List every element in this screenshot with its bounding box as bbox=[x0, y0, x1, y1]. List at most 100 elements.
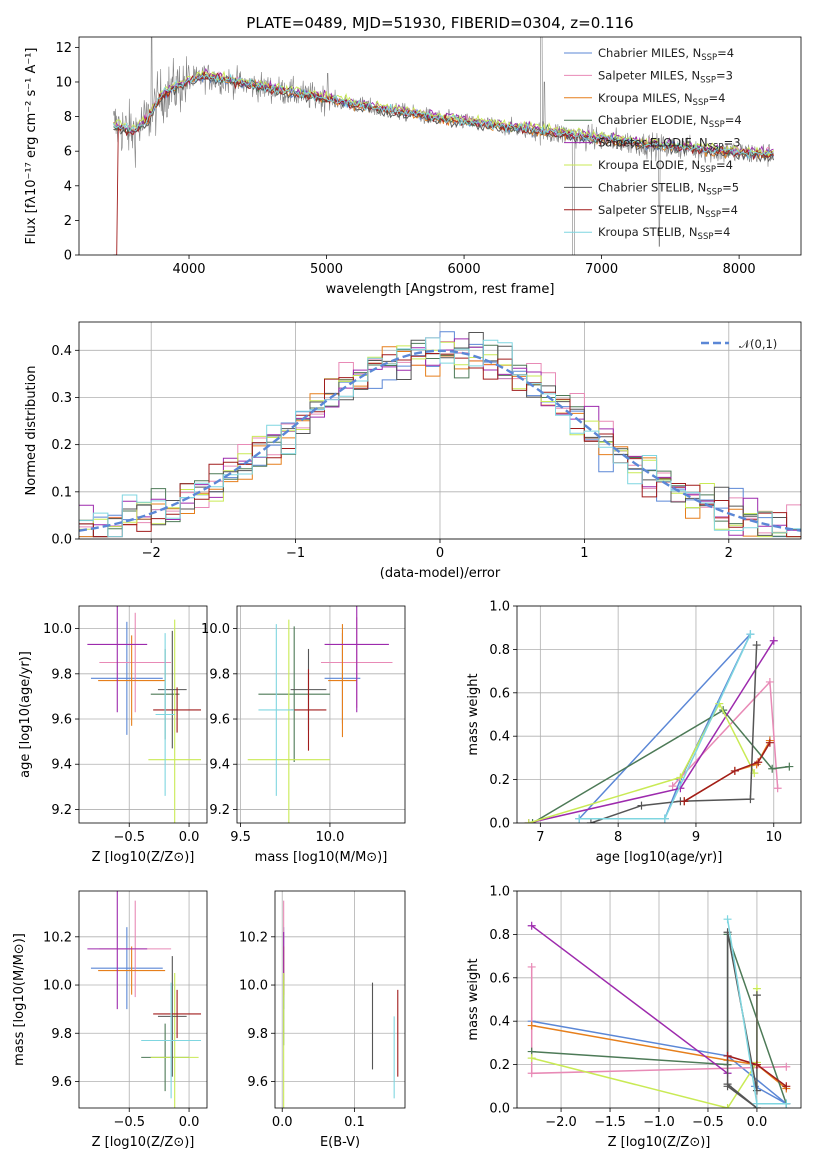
plot-area-mass_ebv bbox=[283, 900, 399, 1108]
y-tick-label: 0.2 bbox=[51, 438, 72, 453]
weight-line bbox=[578, 633, 752, 820]
weight-marker bbox=[730, 766, 739, 775]
errorbar-point bbox=[157, 630, 187, 749]
weight-marker bbox=[723, 1051, 732, 1060]
y-tick-label: 10.2 bbox=[43, 930, 72, 945]
weight-marker bbox=[746, 795, 755, 804]
axes-frame bbox=[274, 890, 406, 1109]
spectrum-model-line bbox=[112, 73, 774, 160]
y-tick-label: 6 bbox=[64, 145, 72, 160]
errorbar-point bbox=[258, 624, 295, 796]
y-tick-label: 0 bbox=[64, 249, 72, 264]
weight-marker bbox=[527, 1021, 536, 1030]
y-axis-label: Normed distribution bbox=[24, 366, 39, 496]
x-tick-label: 4000 bbox=[172, 262, 205, 277]
weight-marker bbox=[752, 641, 761, 650]
y-tick-label: 0.3 bbox=[51, 391, 72, 406]
y-tick-label: 9.6 bbox=[51, 713, 72, 728]
x-axis-label: Z [log10(Z/Z⊙)] bbox=[92, 850, 195, 865]
x-tick-label: 0.0 bbox=[179, 830, 200, 845]
plot-area-spectrum bbox=[112, 37, 774, 255]
x-tick-label: 10.0 bbox=[315, 830, 344, 845]
weight-marker bbox=[752, 991, 761, 1000]
errorbar-point bbox=[153, 687, 202, 733]
x-tick-label: −1.5 bbox=[594, 1115, 626, 1130]
errorbar-point bbox=[258, 626, 330, 762]
y-tick-label: 0.8 bbox=[489, 928, 510, 943]
axes-frame bbox=[236, 605, 406, 824]
legend-entry: Salpeter STELIB, NSSP=4 bbox=[598, 203, 738, 220]
weight-marker bbox=[754, 758, 763, 767]
errorbar-point bbox=[90, 621, 163, 735]
x-axis-label: Z [log10(Z/Z⊙)] bbox=[608, 1135, 711, 1150]
y-tick-label: 9.8 bbox=[51, 667, 72, 682]
y-tick-label: 9.6 bbox=[51, 1075, 72, 1090]
x-tick-label: 0.0 bbox=[179, 1115, 200, 1130]
x-tick-label: 0.1 bbox=[344, 1115, 365, 1130]
x-tick-label: 9 bbox=[692, 830, 700, 845]
weight-marker bbox=[524, 819, 533, 823]
y-axis-label: age [log10(age/yr)] bbox=[18, 651, 33, 778]
y-axis-label: mass weight bbox=[466, 958, 481, 1040]
weight-marker bbox=[527, 921, 536, 930]
weight-marker bbox=[668, 782, 677, 791]
weight-marker bbox=[676, 773, 685, 782]
y-tick-label: 12 bbox=[55, 41, 72, 56]
weight-line bbox=[531, 925, 729, 1074]
errorbar-point bbox=[87, 891, 148, 1010]
errorbar-point bbox=[157, 956, 187, 1077]
y-tick-label: 2 bbox=[64, 214, 72, 229]
x-axis-label: wavelength [Angstrom, rest frame] bbox=[326, 282, 555, 297]
axes-frame bbox=[516, 605, 802, 824]
y-tick-label: 0.8 bbox=[489, 643, 510, 658]
x-tick-label: 0 bbox=[436, 546, 444, 561]
y-tick-label: 9.6 bbox=[247, 1075, 268, 1090]
weight-marker bbox=[782, 1062, 791, 1071]
x-axis-label: Z [log10(Z/Z⊙)] bbox=[92, 1135, 195, 1150]
y-tick-label: 10.2 bbox=[239, 930, 268, 945]
y-tick-label: 4 bbox=[64, 179, 72, 194]
x-axis-label: E(B-V) bbox=[320, 1135, 360, 1150]
y-tick-label: 8 bbox=[64, 110, 72, 125]
weight-marker bbox=[527, 1054, 536, 1063]
x-tick-label: 2 bbox=[725, 546, 733, 561]
x-tick-label: −1.0 bbox=[643, 1115, 675, 1130]
weight-line bbox=[726, 932, 758, 1108]
x-tick-label: 1 bbox=[580, 546, 588, 561]
x-axis-label: (data-model)/error bbox=[380, 566, 501, 581]
legend-entry: Chabrier MILES, NSSP=4 bbox=[598, 46, 734, 63]
x-tick-label: −1 bbox=[286, 546, 305, 561]
weight-marker bbox=[723, 1104, 732, 1108]
figure-title: PLATE=0489, MJD=51930, FIBERID=0304, z=0… bbox=[246, 14, 633, 32]
y-tick-label: 9.2 bbox=[209, 803, 230, 818]
x-axis-label: age [log10(age/yr)] bbox=[596, 850, 723, 865]
x-tick-label: −2 bbox=[142, 546, 161, 561]
y-tick-label: 10.0 bbox=[201, 622, 230, 637]
y-tick-label: 10.0 bbox=[43, 979, 72, 994]
errorbar-point bbox=[150, 972, 199, 1108]
y-axis-label: mass [log10(M/M⊙)] bbox=[12, 933, 27, 1066]
y-tick-label: 10.0 bbox=[239, 979, 268, 994]
y-tick-label: 9.4 bbox=[51, 758, 72, 773]
errorbar-point bbox=[324, 606, 389, 713]
y-tick-label: 9.8 bbox=[209, 667, 230, 682]
weight-marker bbox=[765, 738, 774, 747]
panel-weight_metal: −2.0 −1.5 −1.0 −0.5 0.0 0.0 0.2 0.4 0.6 0.8 1.0 Z [… bbox=[466, 885, 802, 1150]
legend-entry: Chabrier ELODIE, NSSP=4 bbox=[598, 113, 742, 130]
panel-residuals: −2 −1 0 1 2 0.0 0.1 0.2 0.3 0.4 (data-model)/error… bbox=[24, 321, 802, 581]
axes-frame bbox=[516, 890, 802, 1109]
plot-area-mass_metal bbox=[87, 891, 202, 1108]
x-tick-label: 6000 bbox=[448, 262, 481, 277]
y-tick-label: 0.4 bbox=[489, 1015, 510, 1030]
legend-entry: Kroupa MILES, NSSP=4 bbox=[598, 91, 725, 108]
y-tick-label: 0.4 bbox=[51, 344, 72, 359]
weight-marker bbox=[723, 1080, 732, 1089]
plot-area-residuals bbox=[79, 331, 801, 538]
x-tick-label: −2.0 bbox=[545, 1115, 577, 1130]
plot-area-age_metal bbox=[87, 606, 202, 823]
y-tick-label: 9.2 bbox=[51, 803, 72, 818]
x-tick-label: 7000 bbox=[585, 262, 618, 277]
y-tick-label: 9.6 bbox=[209, 713, 230, 728]
weight-marker bbox=[752, 1060, 761, 1069]
